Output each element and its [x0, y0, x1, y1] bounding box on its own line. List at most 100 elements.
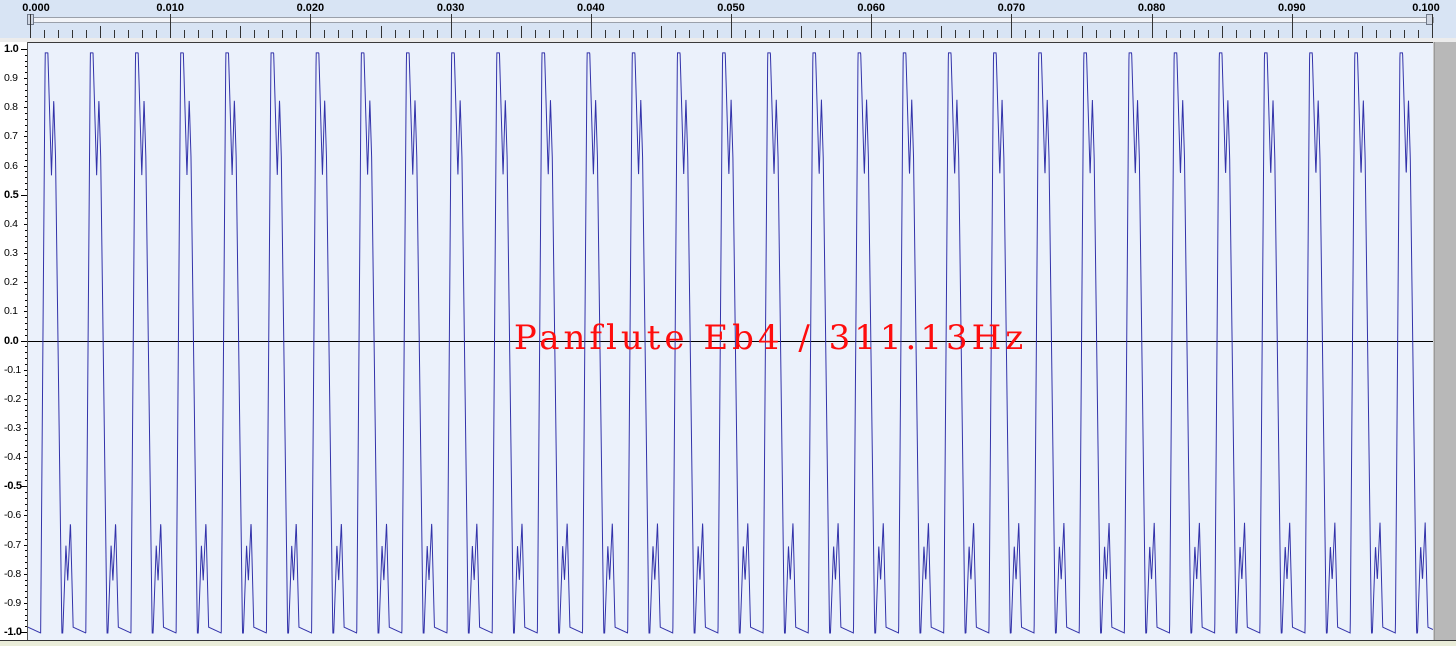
amplitude-label: -0.6	[4, 509, 21, 522]
ruler-tick	[212, 30, 213, 38]
amplitude-subtick	[25, 177, 27, 178]
amplitude-label: -0.9	[4, 596, 21, 609]
ruler-tick	[1208, 30, 1209, 38]
amplitude-subtick	[25, 451, 27, 452]
ruler-selection-track[interactable]	[30, 17, 1434, 23]
amplitude-label: -0.5	[4, 480, 22, 493]
ruler-tick	[1053, 30, 1054, 38]
ruler-tick	[1306, 30, 1307, 38]
amplitude-subtick	[25, 410, 27, 411]
ruler-tick	[1320, 30, 1321, 38]
ruler-tick	[324, 30, 325, 38]
ruler-tick	[1250, 30, 1251, 38]
amplitude-tick	[21, 195, 27, 196]
ruler-label: 0.020	[296, 2, 325, 14]
ruler-tick	[703, 30, 704, 38]
ruler-tick	[86, 30, 87, 38]
ruler-tick	[759, 30, 760, 38]
amplitude-subtick	[25, 276, 27, 277]
amplitude-subtick	[25, 66, 27, 67]
ruler-label: 0.000	[22, 2, 50, 14]
ruler-tick	[479, 30, 480, 38]
ruler-tick	[1432, 14, 1433, 38]
ruler-tick	[717, 30, 718, 38]
amplitude-subtick	[25, 620, 27, 621]
ruler-tick	[1390, 30, 1391, 38]
ruler-tick	[787, 30, 788, 38]
amplitude-subtick	[25, 247, 27, 248]
amplitude-subtick	[25, 171, 27, 172]
ruler-tick	[899, 30, 900, 38]
ruler-tick	[1362, 26, 1363, 38]
ruler-tick	[30, 14, 31, 38]
amplitude-subtick	[25, 440, 27, 441]
amplitude-subtick	[25, 142, 27, 143]
ruler-tick	[563, 30, 564, 38]
ruler-tick	[549, 30, 550, 38]
amplitude-subtick	[25, 585, 27, 586]
amplitude-subtick	[25, 591, 27, 592]
audio-track[interactable]: 1.0 0.9 0.8 0.7 0.6 0.5 0.4 0.3 0.2 0.1 0.0 -0.1 -0.…	[0, 42, 1456, 646]
ruler-label: 0.090	[1278, 2, 1306, 14]
ruler-tick	[1404, 30, 1405, 38]
amplitude-label: -0.8	[4, 567, 21, 580]
ruler-label: 0.080	[1137, 2, 1166, 14]
amplitude-subtick	[25, 615, 27, 616]
amplitude-subtick	[25, 381, 27, 382]
amplitude-tick	[24, 224, 27, 225]
amplitude-subtick	[25, 265, 27, 266]
ruler-tick	[268, 30, 269, 38]
amplitude-tick	[24, 253, 27, 254]
amplitude-subtick	[25, 364, 27, 365]
track-bottom-edge	[0, 640, 1456, 646]
ruler-tick	[857, 30, 858, 38]
vertical-scrollbar[interactable]	[1434, 42, 1456, 640]
amplitude-subtick	[25, 352, 27, 353]
ruler-tick	[493, 30, 494, 38]
ruler-tick	[815, 30, 816, 38]
amplitude-subtick	[25, 556, 27, 557]
track-separator	[0, 38, 1456, 42]
amplitude-subtick	[25, 527, 27, 528]
ruler-tick	[871, 14, 872, 38]
amplitude-subtick	[25, 236, 27, 237]
ruler-tick	[507, 30, 508, 38]
ruler-tick	[451, 14, 452, 38]
amplitude-subtick	[25, 201, 27, 202]
ruler-tick	[773, 30, 774, 38]
amplitude-label: 0.9	[4, 72, 18, 85]
amplitude-subtick	[25, 335, 27, 336]
amplitude-tick	[24, 545, 27, 546]
ruler-tick	[366, 30, 367, 38]
amplitude-scale: 1.0 0.9 0.8 0.7 0.6 0.5 0.4 0.3 0.2 0.1 0.0 -0.1 -0.…	[0, 42, 28, 640]
ruler-tick	[1110, 30, 1111, 38]
amplitude-label: -1.0	[4, 626, 22, 638]
amplitude-subtick	[25, 329, 27, 330]
amplitude-label: 0.1	[4, 305, 18, 318]
amplitude-tick	[24, 107, 27, 108]
ruler-label: 0.060	[857, 2, 885, 14]
timeline-ruler[interactable]: 0.000 0.010 0.020 0.030 0.040 0.050 0.060 0.070…	[0, 0, 1456, 39]
ruler-tick	[927, 30, 928, 38]
ruler-tick	[437, 30, 438, 38]
waveform-area[interactable]	[28, 42, 1433, 641]
ruler-tick	[44, 30, 45, 38]
ruler-tick	[381, 26, 382, 38]
amplitude-label: 0.8	[4, 101, 18, 114]
ruler-label: 0.030	[436, 2, 465, 14]
amplitude-tick	[24, 428, 27, 429]
amplitude-subtick	[25, 393, 27, 394]
ruler-tick	[338, 30, 339, 38]
amplitude-subtick	[25, 300, 27, 301]
ruler-tick	[423, 30, 424, 38]
amplitude-tick	[24, 136, 27, 137]
amplitude-subtick	[25, 626, 27, 627]
amplitude-subtick	[25, 580, 27, 581]
amplitude-tick	[24, 603, 27, 604]
amplitude-subtick	[25, 125, 27, 126]
ruler-tick	[885, 30, 886, 38]
amplitude-subtick	[25, 323, 27, 324]
amplitude-label: 0.7	[4, 130, 18, 143]
ruler-tick	[1180, 30, 1181, 38]
amplitude-subtick	[25, 597, 27, 598]
